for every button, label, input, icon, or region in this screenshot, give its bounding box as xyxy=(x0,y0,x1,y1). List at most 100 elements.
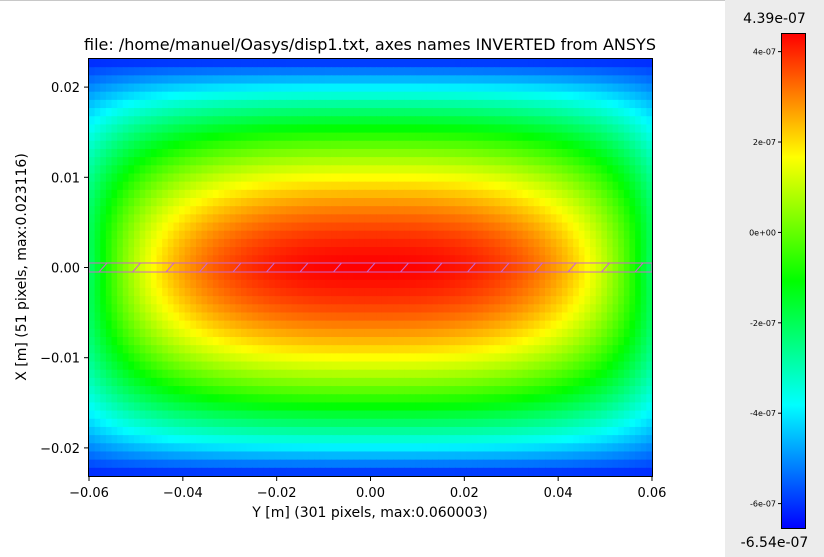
heatmap-cell xyxy=(167,410,175,420)
heatmap-cell xyxy=(336,287,343,297)
heatmap-cell xyxy=(111,108,118,117)
heatmap-cell xyxy=(567,296,574,305)
heatmap-cell xyxy=(156,181,163,191)
heatmap-cell xyxy=(308,140,315,150)
heatmap-cell xyxy=(590,369,597,379)
heatmap-cell xyxy=(640,394,647,404)
heatmap-cell xyxy=(421,148,428,158)
heatmap-cell xyxy=(545,189,552,199)
heatmap-cell xyxy=(494,173,501,183)
heatmap-cell xyxy=(122,157,130,166)
heatmap-cell xyxy=(567,418,574,428)
heatmap-cell xyxy=(511,148,518,158)
heatmap-cell xyxy=(612,287,619,297)
heatmap-cell xyxy=(449,116,456,126)
heatmap-cell xyxy=(370,435,377,444)
heatmap-cell xyxy=(297,116,304,126)
heatmap-cell xyxy=(150,402,158,412)
heatmap-cell xyxy=(595,83,602,93)
heatmap-cell xyxy=(117,345,124,354)
heatmap-cell xyxy=(409,279,417,289)
heatmap-cell xyxy=(246,173,253,183)
heatmap-cell xyxy=(347,410,355,420)
heatmap-cell xyxy=(460,124,467,134)
heatmap-cell xyxy=(449,369,456,379)
heatmap-cell xyxy=(218,328,225,338)
heatmap-cell xyxy=(257,263,265,273)
heatmap-cell xyxy=(556,91,563,101)
heatmap-cell xyxy=(173,394,180,404)
heatmap-cell xyxy=(184,132,191,142)
heatmap-cell xyxy=(134,198,141,207)
heatmap-cell xyxy=(421,214,428,224)
heatmap-cell xyxy=(533,353,540,363)
heatmap-cell xyxy=(528,116,535,126)
heatmap-cell xyxy=(477,443,484,453)
heatmap-cell xyxy=(612,312,619,322)
heatmap-cell xyxy=(89,451,96,461)
heatmap-cell xyxy=(229,369,236,379)
heatmap-cell xyxy=(173,337,180,346)
heatmap-cell xyxy=(139,451,146,461)
heatmap-cell xyxy=(190,451,197,461)
heatmap-cell xyxy=(179,214,186,224)
heatmap-cell xyxy=(207,443,214,453)
heatmap-cell xyxy=(246,148,253,158)
heatmap-cell xyxy=(235,148,242,158)
heatmap-cell xyxy=(646,181,653,191)
heatmap-cell xyxy=(438,238,445,248)
heatmap-cell xyxy=(94,83,101,93)
heatmap-cell xyxy=(567,443,574,453)
heatmap-cell xyxy=(454,361,462,371)
heatmap-cell xyxy=(111,124,118,134)
heatmap-cell xyxy=(640,206,647,215)
heatmap-cell xyxy=(618,312,625,322)
heatmap-cell xyxy=(516,165,524,175)
heatmap-cell xyxy=(499,198,507,207)
heatmap-cell xyxy=(466,91,473,101)
heatmap-cell xyxy=(528,418,535,428)
heatmap-cell xyxy=(190,116,197,126)
heatmap-cell xyxy=(601,91,608,101)
heatmap-cell xyxy=(269,410,276,420)
heatmap-cell xyxy=(347,287,355,297)
heatmap-cell xyxy=(606,386,614,395)
heatmap-cell xyxy=(359,108,366,117)
heatmap-cell xyxy=(567,377,574,387)
heatmap-cell xyxy=(398,181,405,191)
heatmap-cell xyxy=(393,410,400,420)
heatmap-cell xyxy=(179,402,186,412)
heatmap-cell xyxy=(539,328,546,338)
heatmap-cell xyxy=(212,443,220,453)
heatmap-cell xyxy=(545,230,552,240)
heatmap-cell xyxy=(353,91,360,101)
heatmap-cell xyxy=(274,263,282,273)
heatmap-cell xyxy=(252,337,259,346)
heatmap-cell xyxy=(494,91,501,101)
heatmap-cell xyxy=(381,263,388,273)
heatmap-cell xyxy=(212,140,220,150)
heatmap-cell xyxy=(280,279,287,289)
heatmap-cell xyxy=(325,377,332,387)
heatmap-cell xyxy=(117,75,124,85)
heatmap-cell xyxy=(218,320,225,330)
heatmap-cell xyxy=(139,377,146,387)
heatmap-cell xyxy=(646,59,653,68)
heatmap-cell xyxy=(449,91,456,101)
heatmap-cell xyxy=(618,263,625,273)
heatmap-cell xyxy=(561,83,569,93)
heatmap-cell xyxy=(184,189,191,199)
heatmap-cell xyxy=(471,345,479,354)
heatmap-cell xyxy=(297,320,304,330)
heatmap-cell xyxy=(235,312,242,322)
heatmap-cell xyxy=(331,75,338,85)
heatmap-cell xyxy=(319,206,327,215)
heatmap-cell xyxy=(89,189,96,199)
heatmap-cell xyxy=(364,116,372,126)
heatmap-cell xyxy=(179,279,186,289)
heatmap-cell xyxy=(364,222,372,232)
heatmap-cell xyxy=(584,198,591,207)
heatmap-cell xyxy=(218,459,225,469)
heatmap-cell xyxy=(623,124,631,134)
heatmap-cell xyxy=(640,83,647,93)
